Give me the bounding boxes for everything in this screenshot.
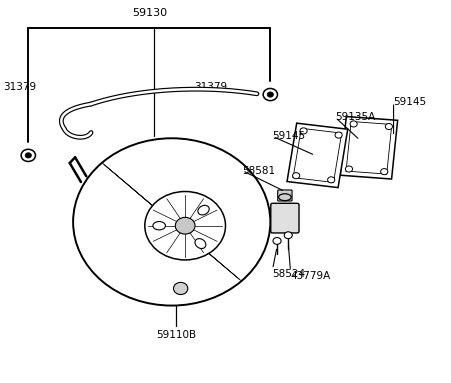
Text: 59145: 59145 [272,131,306,141]
Text: 31379: 31379 [194,82,227,92]
Text: 59145: 59145 [394,97,427,107]
Text: 58581: 58581 [242,165,276,175]
Circle shape [21,149,36,162]
Ellipse shape [153,221,166,230]
Text: 59110B: 59110B [156,330,196,340]
Circle shape [267,92,273,97]
Circle shape [385,123,392,129]
Circle shape [381,169,388,175]
Circle shape [263,88,277,101]
Text: 43779A: 43779A [290,271,331,282]
FancyBboxPatch shape [278,190,292,201]
Circle shape [174,282,188,295]
Text: 31379: 31379 [4,82,37,92]
Ellipse shape [195,239,206,249]
Polygon shape [340,116,398,179]
Circle shape [273,237,281,244]
Ellipse shape [279,194,291,201]
Ellipse shape [198,205,209,215]
Circle shape [284,232,292,239]
Polygon shape [287,123,348,188]
Circle shape [300,128,307,134]
Text: 59135A: 59135A [335,112,376,122]
Circle shape [175,218,195,234]
Circle shape [73,138,270,306]
Circle shape [335,132,342,138]
FancyBboxPatch shape [271,203,299,233]
Circle shape [25,153,32,158]
Circle shape [350,121,357,127]
Circle shape [345,166,353,172]
Circle shape [293,173,300,179]
Circle shape [327,177,335,183]
Text: 58524: 58524 [272,270,306,280]
Text: 59130: 59130 [132,8,167,18]
Circle shape [145,192,226,260]
